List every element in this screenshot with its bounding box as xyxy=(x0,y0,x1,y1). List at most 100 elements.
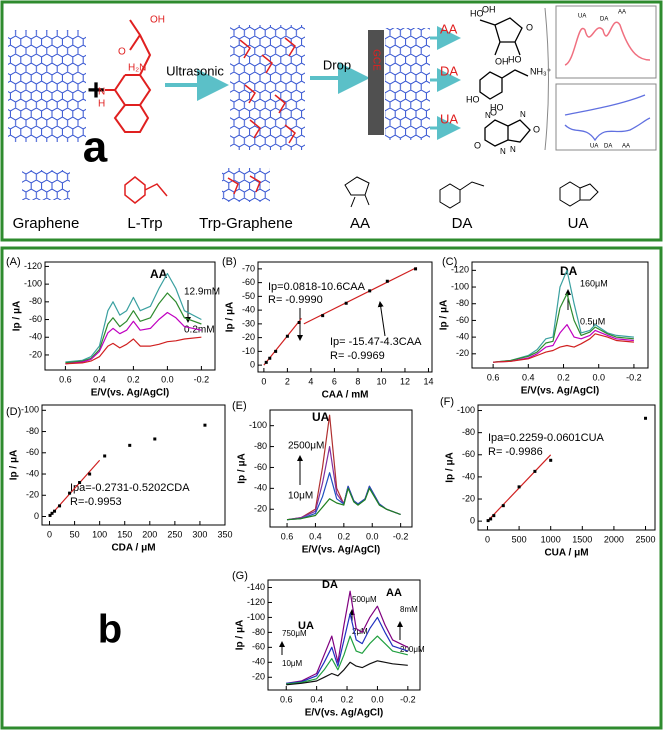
annotation: DA xyxy=(322,579,338,591)
x-axis-label: E/V(vs. Ag/AgCl) xyxy=(305,708,384,719)
point xyxy=(88,472,92,476)
atom-label: OH xyxy=(150,15,165,26)
x-tick-label: 0.0 xyxy=(592,372,605,382)
point xyxy=(203,423,207,427)
y-tick-label: -100 xyxy=(247,612,265,622)
l-trp-molecule xyxy=(105,19,152,133)
atom-label: N xyxy=(500,147,506,156)
legend-label: Graphene xyxy=(13,215,80,232)
icon xyxy=(344,176,370,208)
step-label: Drop xyxy=(323,57,351,72)
x-axis-label: E/V(vs. Ag/AgCl) xyxy=(521,386,600,397)
y-tick-label: -70 xyxy=(242,263,255,273)
x-axis-label: CDA / μM xyxy=(111,543,155,554)
y-tick-label: -40 xyxy=(29,332,42,342)
analyte-label: AA xyxy=(440,21,458,36)
y-tick-label: -60 xyxy=(456,315,469,325)
annotation: Ipa=0.2259-0.0601CUA xyxy=(488,432,605,444)
y-tick-label: -40 xyxy=(242,305,255,315)
atom-label: O xyxy=(118,47,126,58)
mini-label: AA xyxy=(618,10,626,16)
voltammogram xyxy=(493,293,634,363)
y-axis-label: Ip / μA xyxy=(439,300,450,331)
y-tick-label: -60 xyxy=(242,277,255,287)
x-tick-label: 200 xyxy=(142,529,157,539)
x-tick-label: -0.2 xyxy=(393,531,409,541)
x-tick-label: 0 xyxy=(485,534,490,544)
y-tick-label: -40 xyxy=(456,331,469,341)
atom-label: H₂N xyxy=(128,63,146,74)
x-tick-label: 1500 xyxy=(572,534,592,544)
voltammogram xyxy=(493,269,634,363)
y-tick-label: -30 xyxy=(242,318,255,328)
y-axis-label: Ip / μA xyxy=(12,301,23,332)
bracket xyxy=(544,7,549,151)
y-tick-label: -120 xyxy=(247,597,265,607)
annotation: UA xyxy=(298,620,314,632)
voltammogram xyxy=(493,333,634,363)
atom-label: O xyxy=(490,107,497,117)
panel-frame xyxy=(0,246,663,730)
x-tick-label: 4 xyxy=(308,376,313,386)
x-axis-label: E/V(vs. Ag/AgCl) xyxy=(91,388,170,399)
x-tick-label: -0.2 xyxy=(400,694,416,704)
annotation: 500μM xyxy=(352,595,377,604)
x-tick-label: 250 xyxy=(167,529,182,539)
y-tick-label: -80 xyxy=(29,296,42,306)
y-tick-label: -80 xyxy=(456,298,469,308)
y-tick-label: 0 xyxy=(34,511,39,521)
x-tick-label: 0.6 xyxy=(280,694,293,704)
electrode xyxy=(368,30,384,135)
mini-label: UA xyxy=(578,14,586,20)
point xyxy=(78,481,82,485)
icon xyxy=(22,170,70,200)
y-tick-label: -20 xyxy=(252,672,265,682)
plot-frame xyxy=(269,409,413,528)
mini-curve xyxy=(564,94,651,142)
plot-frame xyxy=(471,261,649,369)
x-tick-label: 0.2 xyxy=(338,531,351,541)
x-tick-label: 12 xyxy=(400,376,410,386)
atom-label: N xyxy=(520,110,526,119)
voltammogram xyxy=(286,660,408,686)
y-tick-label: -120 xyxy=(24,261,42,271)
atom-label: N xyxy=(485,111,491,120)
panel-label: (A) xyxy=(6,256,21,268)
y-axis-label: Ip / μA xyxy=(225,302,236,333)
point xyxy=(385,279,389,283)
legend-label: DA xyxy=(452,215,473,232)
point xyxy=(153,437,157,441)
y-tick-label: -40 xyxy=(26,468,39,478)
voltammogram xyxy=(493,324,634,363)
voltammogram xyxy=(286,487,401,521)
point xyxy=(297,321,301,324)
x-tick-label: 2 xyxy=(285,376,290,386)
y-tick-label: -100 xyxy=(24,279,42,289)
trp-overlay xyxy=(239,37,296,144)
step-label: Ultrasonic xyxy=(166,63,224,78)
annotation: UA xyxy=(312,410,330,424)
voltammogram xyxy=(286,446,401,521)
x-tick-label: 0.6 xyxy=(487,372,500,382)
point xyxy=(285,334,289,338)
panel-label: (B) xyxy=(222,256,237,268)
point xyxy=(50,511,54,515)
mini-label: DA xyxy=(600,17,608,23)
mini-chart xyxy=(555,5,657,79)
y-tick-label: -20 xyxy=(242,332,255,342)
x-tick-label: 100 xyxy=(92,529,107,539)
y-tick-label: -60 xyxy=(254,462,267,472)
x-tick-label: 350 xyxy=(217,529,232,539)
plot-frame xyxy=(257,261,433,373)
atom-label: O xyxy=(526,22,533,32)
legend-label: AA xyxy=(350,215,370,232)
x-tick-label: 150 xyxy=(117,529,132,539)
annotation: 160μM xyxy=(580,278,608,288)
y-tick-label: -40 xyxy=(254,483,267,493)
x-tick-label: 0.4 xyxy=(93,374,106,384)
y-tick-label: -80 xyxy=(254,441,267,451)
atom-label: O xyxy=(533,124,540,134)
annotation: R= -0.9969 xyxy=(330,350,385,362)
atom-label: N xyxy=(510,145,516,154)
mini-label: AA xyxy=(622,144,630,150)
